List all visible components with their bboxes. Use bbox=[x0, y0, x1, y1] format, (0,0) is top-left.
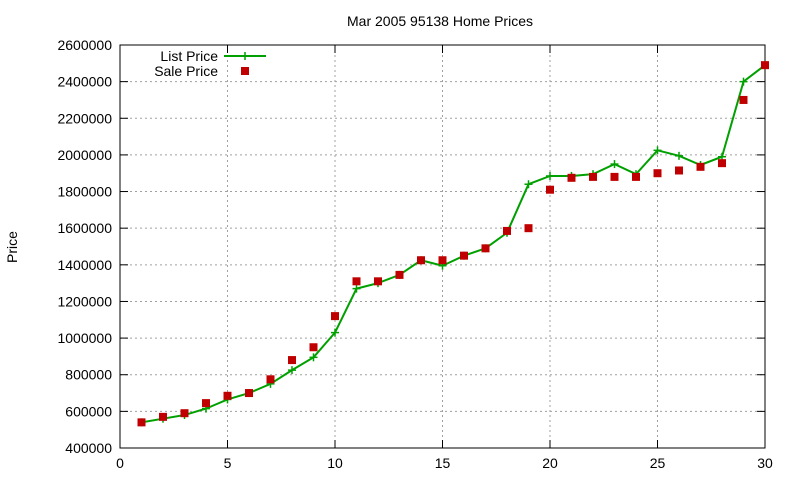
y-tick-label: 400000 bbox=[65, 440, 112, 456]
y-tick-label: 2000000 bbox=[57, 147, 112, 163]
axis-ticks: 400000 600000 800000 1000000 1200000 1400000 1… bbox=[57, 37, 773, 471]
sale-price-point bbox=[696, 162, 705, 171]
x-tick-label: 0 bbox=[116, 455, 124, 471]
sale-price-point bbox=[632, 172, 640, 181]
x-tick-label: 5 bbox=[224, 455, 232, 471]
legend-marker bbox=[241, 67, 249, 75]
sale-price-point bbox=[524, 224, 533, 233]
sale-price-point bbox=[331, 312, 339, 321]
chart-title: Mar 2005 95138 Home Prices bbox=[347, 13, 533, 29]
y-axis-label: Price bbox=[4, 231, 20, 263]
grid bbox=[120, 45, 765, 448]
y-tick-label: 1400000 bbox=[57, 257, 112, 273]
legend-marker bbox=[241, 52, 249, 60]
sale-price-point bbox=[460, 251, 468, 260]
list-price-point bbox=[288, 366, 296, 375]
y-tick-label: 2400000 bbox=[57, 74, 112, 90]
y-tick-label: 1200000 bbox=[57, 293, 112, 309]
sale-price-point bbox=[567, 173, 576, 182]
sale-price-point bbox=[503, 226, 511, 235]
sale-price-point bbox=[137, 418, 146, 427]
list-price-point bbox=[653, 146, 662, 155]
sale-price-point bbox=[739, 95, 748, 104]
sale-price-point bbox=[653, 169, 662, 178]
sale-price-point bbox=[352, 277, 361, 286]
sale-price-point bbox=[288, 356, 296, 365]
y-tick-label: 800000 bbox=[65, 367, 112, 383]
y-tick-label: 1800000 bbox=[57, 184, 112, 200]
sale-price-point bbox=[180, 409, 189, 418]
list-price-point bbox=[675, 151, 683, 160]
list-price-point bbox=[309, 353, 318, 362]
y-tick-label: 1000000 bbox=[57, 330, 112, 346]
y-tick-label: 600000 bbox=[65, 403, 112, 419]
x-tick-label: 30 bbox=[757, 455, 773, 471]
sale-price-point bbox=[718, 159, 726, 168]
x-tick-label: 25 bbox=[650, 455, 666, 471]
list-price-point bbox=[739, 77, 748, 86]
y-tick-label: 1600000 bbox=[57, 220, 112, 236]
sale-price-point bbox=[395, 270, 404, 279]
sale-price-point bbox=[374, 277, 382, 286]
sale-price-point bbox=[159, 412, 167, 421]
x-tick-label: 20 bbox=[542, 455, 558, 471]
list-price-point bbox=[352, 284, 361, 293]
list-price-point bbox=[524, 180, 533, 189]
sale-price-point bbox=[245, 389, 253, 398]
x-tick-label: 10 bbox=[327, 455, 343, 471]
sale-price-point bbox=[546, 185, 554, 194]
list-price-point bbox=[610, 160, 619, 169]
list-price-point bbox=[546, 171, 554, 180]
series-layer bbox=[137, 61, 769, 427]
sale-price-point bbox=[438, 256, 447, 265]
y-tick-label: 2600000 bbox=[57, 37, 112, 53]
sale-price-point bbox=[202, 399, 210, 408]
legend-label: List Price bbox=[160, 48, 218, 64]
sale-price-point bbox=[223, 391, 232, 400]
list-price-point bbox=[331, 328, 339, 337]
sale-price-point bbox=[481, 244, 490, 253]
x-tick-label: 15 bbox=[435, 455, 451, 471]
y-tick-label: 2200000 bbox=[57, 110, 112, 126]
legend-label: Sale Price bbox=[154, 63, 218, 79]
sale-price-point bbox=[761, 61, 769, 70]
sale-price-point bbox=[266, 375, 275, 384]
sale-price-point bbox=[417, 256, 425, 265]
sale-price-point bbox=[589, 172, 597, 181]
sale-price-point bbox=[309, 343, 318, 352]
sale-price-point bbox=[675, 166, 683, 175]
sale-price-point bbox=[610, 172, 619, 181]
